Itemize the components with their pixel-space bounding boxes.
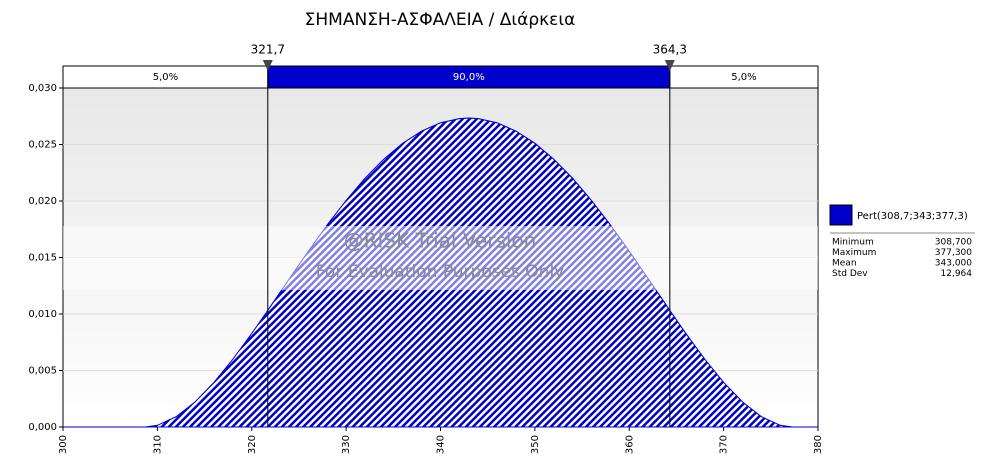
x-tick-label: 340 (436, 435, 447, 454)
chart-title: ΣΗΜΑΝΣΗ-ΑΣΦΑΛΕΙΑ / Διάρκεια (305, 10, 576, 30)
y-tick-label: 0,020 (28, 196, 57, 207)
stat-name: Maximum (832, 248, 876, 258)
y-tick-label: 0,015 (28, 253, 57, 264)
y-tick-label: 0,000 (28, 422, 57, 433)
region-label: 5,0% (731, 72, 756, 83)
stat-value: 377,300 (935, 248, 972, 258)
stat-value: 343,000 (935, 259, 972, 269)
legend-entry: Pert(308,7;343;377,3) (857, 211, 968, 222)
region-label: 90,0% (453, 72, 485, 83)
stat-value: 308,700 (935, 238, 972, 248)
delimiter-label: 364,3 (653, 43, 687, 57)
x-tick-label: 370 (719, 435, 730, 454)
delimiter-marker (664, 60, 675, 71)
stat-name: Mean (832, 259, 857, 269)
stat-name: Minimum (832, 238, 874, 248)
x-tick-label: 330 (341, 435, 352, 454)
stat-name: Std Dev (832, 269, 868, 279)
region-label: 5,0% (153, 72, 178, 83)
watermark-band (63, 226, 818, 290)
y-tick-label: 0,030 (28, 83, 57, 94)
x-tick-label: 300 (58, 435, 69, 454)
delimiter-marker (262, 60, 273, 71)
x-tick-label: 360 (624, 435, 635, 454)
x-tick-label: 350 (530, 435, 541, 454)
legend-swatch (829, 204, 853, 226)
y-tick-label: 0,025 (28, 140, 57, 151)
y-tick-label: 0,005 (28, 366, 57, 377)
x-tick-label: 380 (813, 435, 824, 454)
delimiter-label: 321,7 (251, 43, 285, 57)
watermark-subtitle: For Evaluation Purposes Only (316, 262, 565, 282)
x-tick-label: 310 (152, 435, 163, 454)
x-tick-label: 320 (247, 435, 258, 454)
stat-value: 12,964 (941, 269, 973, 279)
y-tick-label: 0,010 (28, 309, 57, 320)
watermark-title: @RISK Trial Version (344, 229, 537, 253)
